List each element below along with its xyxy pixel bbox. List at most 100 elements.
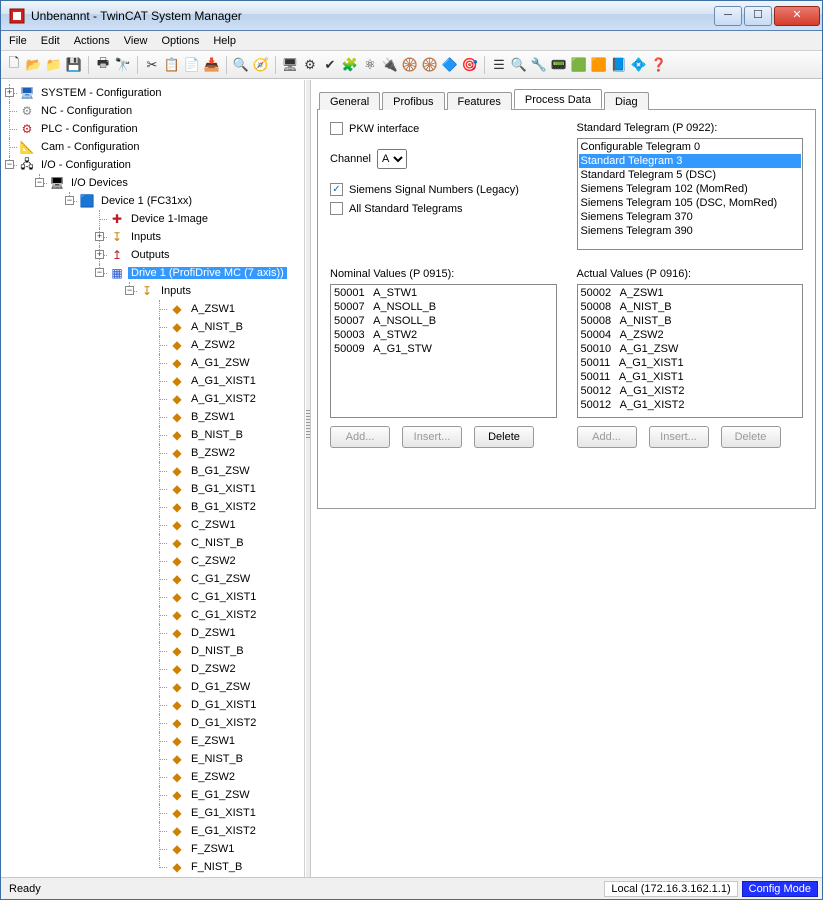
toolbar-button[interactable]: 💠 [630,56,648,74]
telegram-listbox[interactable]: Configurable Telegram 0Standard Telegram… [577,138,804,250]
nominal-insert-button[interactable]: Insert... [402,426,462,448]
tree-expander[interactable]: − [95,268,104,277]
nominal-item[interactable]: 50007 A_NSOLL_B [332,314,555,328]
nominal-item[interactable]: 50001 A_STW1 [332,286,555,300]
tree-item[interactable]: ◆D_G1_ZSW [169,678,304,696]
nominal-add-button[interactable]: Add... [330,426,390,448]
toolbar-button[interactable]: 🛞 [421,56,439,74]
actual-item[interactable]: 50011 A_G1_XIST1 [579,370,802,384]
tree-item[interactable]: ↧Inputs [109,228,304,246]
toolbar-button[interactable]: 📘 [610,56,628,74]
toolbar-button[interactable]: 🔭 [114,56,132,74]
actual-item[interactable]: 50010 A_G1_ZSW [579,342,802,356]
tree-item[interactable]: ◆F_ZSW1 [169,840,304,858]
toolbar-button[interactable]: 🧭 [252,56,270,74]
telegram-item[interactable]: Siemens Telegram 105 (DSC, MomRed) [579,196,802,210]
close-button[interactable]: ✕ [774,6,820,26]
tree-item[interactable]: ◆B_G1_XIST2 [169,498,304,516]
actual-insert-button[interactable]: Insert... [649,426,709,448]
tree-item[interactable]: ◆B_ZSW2 [169,444,304,462]
tree-expander[interactable]: − [125,286,134,295]
menu-file[interactable]: File [9,35,27,47]
tree-item[interactable]: ◆E_G1_XIST2 [169,822,304,840]
telegram-item[interactable]: Siemens Telegram 102 (MomRed) [579,182,802,196]
tree-item[interactable]: ◆D_ZSW1 [169,624,304,642]
nominal-listbox[interactable]: 50001 A_STW150007 A_NSOLL_B50007 A_NSOLL… [330,284,557,418]
siemens-checkbox[interactable]: ✓ [330,183,343,196]
tree-item[interactable]: ◆C_ZSW2 [169,552,304,570]
nominal-item[interactable]: 50007 A_NSOLL_B [332,300,555,314]
toolbar-button[interactable]: ❓ [650,56,668,74]
telegram-item[interactable]: Siemens Telegram 370 [579,210,802,224]
toolbar-button[interactable]: 🖥 [281,56,299,74]
tree-item[interactable]: ◆B_G1_ZSW [169,462,304,480]
tree-item[interactable]: ↥Outputs [109,246,304,264]
tree-item[interactable]: ✚Device 1-Image [109,210,304,228]
toolbar-button[interactable]: ☰ [490,56,508,74]
tree-item[interactable]: ◆A_NIST_B [169,318,304,336]
channel-select[interactable]: A [377,149,407,169]
menu-help[interactable]: Help [213,35,236,47]
toolbar-button[interactable]: 🟧 [590,56,608,74]
status-mode[interactable]: Config Mode [742,881,818,897]
tree-item[interactable]: ◆A_G1_XIST2 [169,390,304,408]
actual-item[interactable]: 50008 A_NIST_B [579,300,802,314]
menu-actions[interactable]: Actions [74,35,110,47]
tree-item[interactable]: 🖧I/O - Configuration [19,156,304,174]
tree-item[interactable]: ⚙PLC - Configuration [19,120,304,138]
tree-item[interactable]: 🖥SYSTEM - Configuration [19,84,304,102]
toolbar-button[interactable]: 🟩 [570,56,588,74]
tab-features[interactable]: Features [447,92,512,110]
maximize-button[interactable]: ☐ [744,6,772,26]
actual-item[interactable]: 50002 A_ZSW1 [579,286,802,300]
toolbar-button[interactable]: 🧩 [341,56,359,74]
toolbar-button[interactable]: 💾 [65,56,83,74]
tree-item[interactable]: ◆A_G1_ZSW [169,354,304,372]
telegram-item[interactable]: Standard Telegram 3 [579,154,802,168]
tree-item[interactable]: ◆C_ZSW1 [169,516,304,534]
toolbar-button[interactable]: 📟 [550,56,568,74]
telegram-item[interactable]: Configurable Telegram 0 [579,140,802,154]
tree-item[interactable]: ◆B_ZSW1 [169,408,304,426]
toolbar-button[interactable]: 📥 [203,56,221,74]
tree-item[interactable]: ◆C_G1_XIST2 [169,606,304,624]
tree-expander[interactable]: − [65,196,74,205]
minimize-button[interactable]: ─ [714,6,742,26]
tree-item[interactable]: ↧Inputs [139,282,304,300]
toolbar-button[interactable]: 📄 [183,56,201,74]
nominal-item[interactable]: 50003 A_STW2 [332,328,555,342]
toolbar-button[interactable]: 🔧 [530,56,548,74]
toolbar-button[interactable]: 📁 [45,56,63,74]
toolbar-button[interactable]: 🖶 [94,56,112,74]
tree-item[interactable]: ◆C_G1_ZSW [169,570,304,588]
toolbar-button[interactable]: ⚛ [361,56,379,74]
toolbar-button[interactable]: 🔌 [381,56,399,74]
actual-listbox[interactable]: 50002 A_ZSW150008 A_NIST_B50008 A_NIST_B… [577,284,804,418]
actual-item[interactable]: 50012 A_G1_XIST2 [579,398,802,412]
tree-item[interactable]: ◆B_NIST_B [169,426,304,444]
tree-panel[interactable]: +🖥SYSTEM - Configuration⚙NC - Configurat… [1,80,305,877]
actual-add-button[interactable]: Add... [577,426,637,448]
nominal-item[interactable]: 50009 A_G1_STW [332,342,555,356]
tree-expander[interactable]: + [5,88,14,97]
tree-item[interactable]: 📐Cam - Configuration [19,138,304,156]
tree-item[interactable]: ◆C_G1_XIST1 [169,588,304,606]
tree-item[interactable]: 🟦Device 1 (FC31xx) [79,192,304,210]
actual-item[interactable]: 50012 A_G1_XIST2 [579,384,802,398]
actual-delete-button[interactable]: Delete [721,426,781,448]
tree-expander[interactable]: + [95,232,104,241]
toolbar-button[interactable]: 🗋 [5,56,23,74]
pkw-checkbox[interactable] [330,122,343,135]
nominal-delete-button[interactable]: Delete [474,426,534,448]
toolbar-button[interactable]: ⚙ [301,56,319,74]
tab-profibus[interactable]: Profibus [382,92,444,110]
toolbar-button[interactable]: 📋 [163,56,181,74]
menu-options[interactable]: Options [161,35,199,47]
actual-item[interactable]: 50008 A_NIST_B [579,314,802,328]
tree-item[interactable]: 🖥I/O Devices [49,174,304,192]
tab-process-data[interactable]: Process Data [514,89,602,109]
tree-item[interactable]: ◆D_G1_XIST2 [169,714,304,732]
tree-item[interactable]: ◆E_ZSW2 [169,768,304,786]
menu-view[interactable]: View [124,35,148,47]
toolbar-button[interactable]: 🛞 [401,56,419,74]
